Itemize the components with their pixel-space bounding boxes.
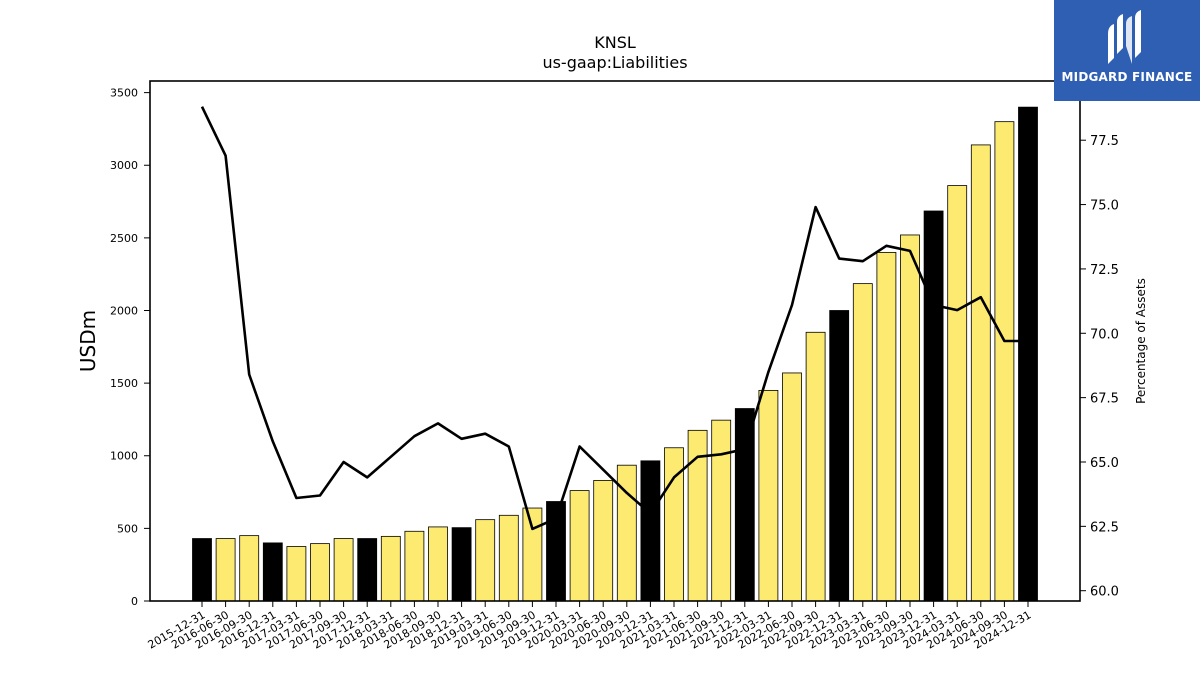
y-tick-label: 3000 — [110, 159, 138, 172]
percentage-line — [200, 106, 1028, 531]
y-axis: 0 500 1000 1500 2000 2500 3000 3500 — [110, 87, 150, 608]
bar-2020-03-31 — [569, 490, 590, 602]
bar-2022-09-30 — [805, 331, 826, 602]
y2-tick-label: 67.5 — [1090, 392, 1119, 407]
bar-2020-12-31 — [640, 460, 661, 602]
bar-2024-09-30 — [994, 121, 1015, 602]
y2-tick-label: 72.5 — [1090, 263, 1119, 278]
bar-2021-09-30 — [711, 419, 732, 602]
brand-name: MIDGARD FINANCE — [1061, 70, 1193, 84]
bar-2024-12-31 — [1018, 106, 1038, 602]
y2-tick-label: 70.0 — [1090, 327, 1119, 342]
bar-2022-06-30 — [782, 372, 802, 602]
bar-2018-06-30 — [404, 530, 425, 602]
bar-2016-06-30 — [215, 538, 236, 602]
y-tick-label: 500 — [117, 522, 138, 535]
bar-2022-12-31 — [829, 310, 850, 602]
bar-2023-03-31 — [852, 283, 873, 602]
bar-series — [192, 106, 1038, 602]
bar-2020-06-30 — [593, 480, 614, 602]
bar-2022-03-31 — [758, 389, 779, 602]
midgard-logo-icon — [1108, 10, 1141, 64]
y2-tick-label: 62.5 — [1090, 520, 1119, 535]
line-series — [200, 106, 1029, 531]
chart-title: KNSL — [594, 33, 636, 52]
bar-2019-03-31 — [475, 519, 496, 602]
y2-tick-label: 75.0 — [1090, 199, 1119, 214]
y-tick-label: 1500 — [110, 377, 138, 390]
bar-2023-06-30 — [876, 251, 897, 602]
bar-2023-09-30 — [900, 234, 920, 602]
bar-2024-03-31 — [947, 185, 968, 602]
bar-2017-03-31 — [286, 546, 307, 602]
chart-subtitle: us-gaap:Liabilities — [542, 53, 687, 72]
y-tick-label: 2000 — [110, 304, 138, 317]
bar-2017-09-30 — [333, 538, 354, 602]
y2-tick-label: 60.0 — [1090, 585, 1119, 600]
bar-2023-12-31 — [923, 210, 944, 602]
bar-2017-12-31 — [357, 538, 378, 602]
bar-2019-09-30 — [522, 507, 543, 602]
bar-2018-03-31 — [380, 535, 401, 602]
y2-tick-label: 65.0 — [1090, 456, 1119, 471]
bar-2019-06-30 — [498, 514, 519, 602]
bar-2018-12-31 — [451, 527, 472, 602]
y-tick-label: 1000 — [110, 450, 138, 463]
y-tick-label: 0 — [131, 595, 138, 608]
bar-2018-09-30 — [428, 526, 448, 602]
bar-2016-09-30 — [239, 535, 260, 602]
x-axis: 2015-12-312016-06-302016-09-302016-12-31… — [146, 601, 1034, 652]
y-tick-label: 3500 — [110, 87, 138, 100]
y2-axis: 60.0 62.5 65.0 67.5 70.0 72.5 75.0 77.5 — [1080, 134, 1119, 600]
y-tick-label: 2500 — [110, 232, 138, 245]
brand-logo: MIDGARD FINANCE — [1054, 0, 1200, 101]
bar-2024-06-30 — [970, 144, 991, 602]
y2-axis-title: Percentage of Assets — [1134, 278, 1148, 404]
y2-tick-label: 77.5 — [1090, 134, 1119, 149]
bar-2015-12-31 — [192, 538, 212, 602]
bar-2016-12-31 — [262, 542, 283, 602]
bar-2017-06-30 — [310, 543, 330, 602]
plot-frame — [149, 80, 1081, 602]
bar-2021-12-31 — [734, 408, 755, 602]
y-axis-title: USDm — [76, 310, 100, 372]
